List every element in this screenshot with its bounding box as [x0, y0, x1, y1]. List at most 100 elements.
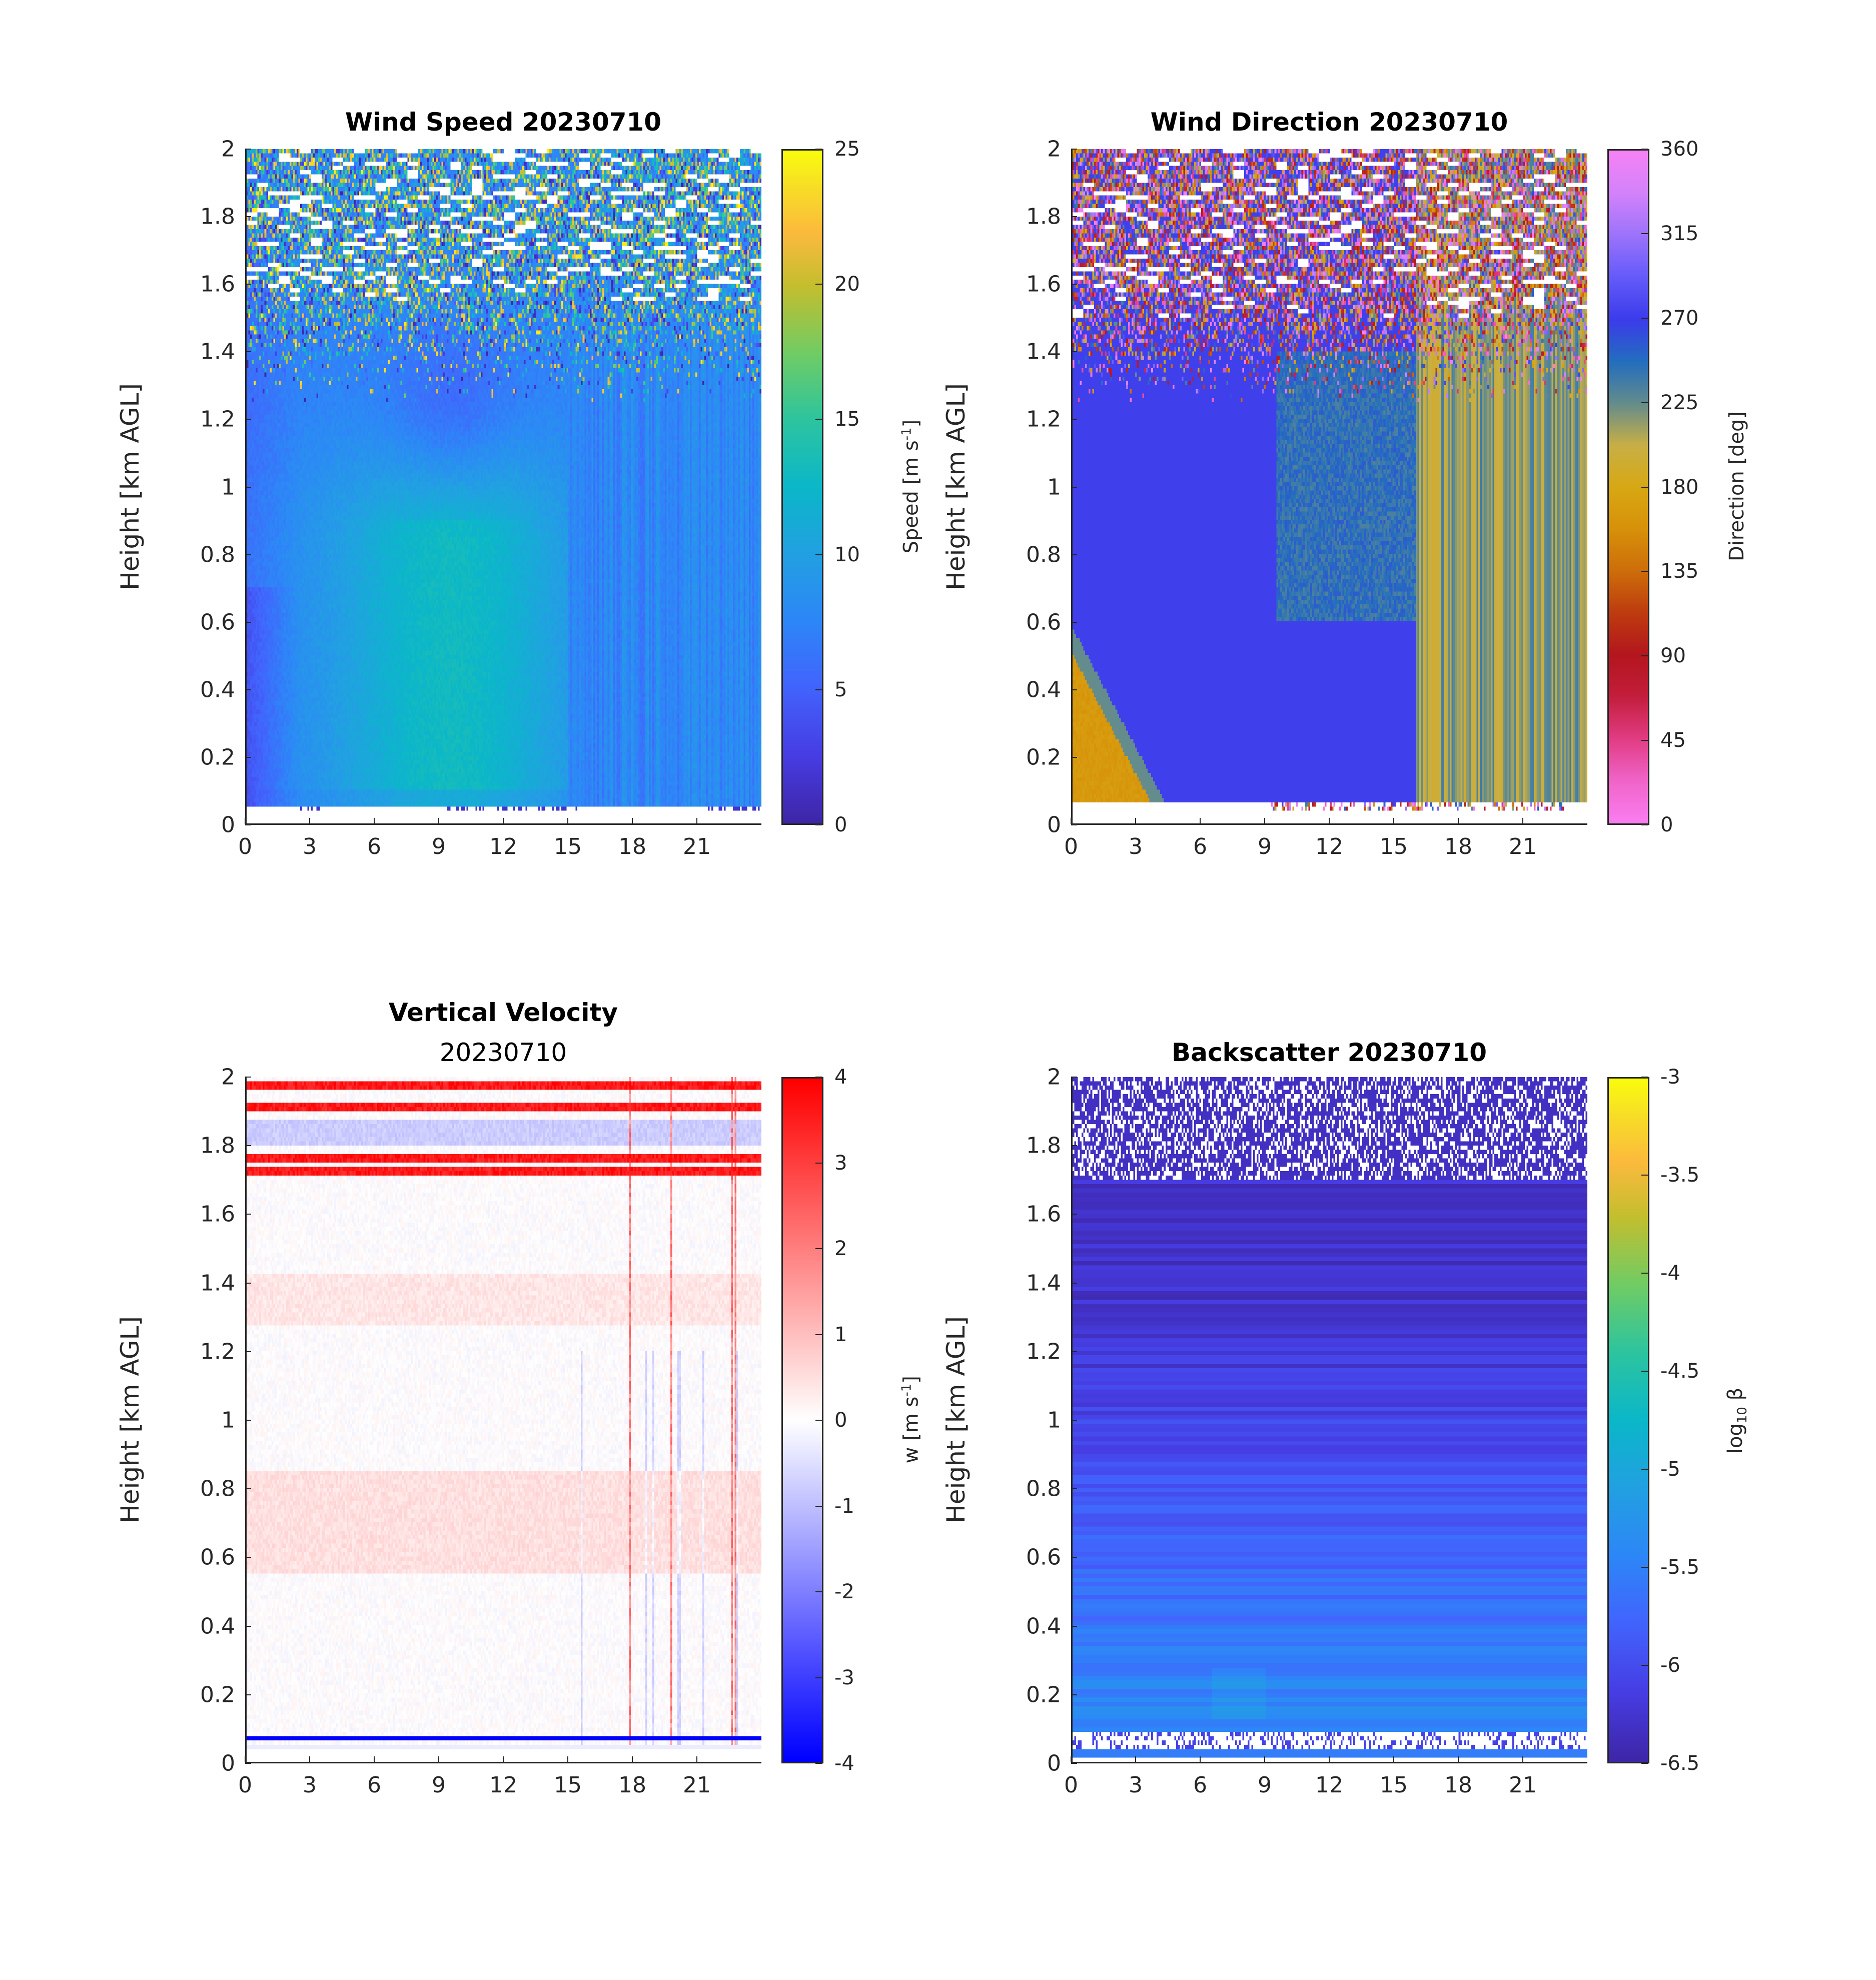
x-tick-label: 12	[1315, 1772, 1343, 1798]
colorbar-tick-mark	[1641, 740, 1648, 741]
x-tick-label: 12	[489, 1772, 517, 1798]
y-tick-label: 2	[1047, 136, 1061, 162]
y-tick-label: 0.4	[1026, 677, 1061, 703]
colorbar-tick-label: 10	[834, 543, 860, 566]
x-tick-label: 15	[1380, 834, 1408, 859]
y-tick-label: 1.8	[200, 204, 235, 230]
y-tick-mark	[1071, 1557, 1077, 1558]
colorbar-tick-label: 45	[1660, 729, 1686, 752]
colorbar-tick-label: 360	[1660, 138, 1699, 161]
colorbar-tick-label: -6	[1660, 1654, 1680, 1677]
colorbar-tick-mark	[1641, 1371, 1648, 1372]
x-tick-label: 21	[683, 834, 711, 859]
colorbar-label: w [m s-1]	[899, 1295, 922, 1545]
heatmap-vertical-velocity	[247, 1077, 761, 1762]
y-tick-mark	[1071, 689, 1077, 690]
plot-area	[245, 1077, 761, 1763]
colorbar-tick-label: 15	[834, 408, 860, 431]
plot-area	[245, 149, 761, 825]
x-tick-label: 15	[1380, 1772, 1408, 1798]
colorbar-tick-mark	[815, 149, 822, 150]
y-tick-label: 0	[1047, 812, 1061, 838]
y-tick-label: 0.6	[200, 609, 235, 635]
x-tick-mark	[632, 1756, 633, 1762]
y-tick-mark	[245, 351, 251, 353]
x-tick-label: 9	[1258, 1772, 1272, 1798]
y-tick-label: 0.8	[1026, 1476, 1061, 1502]
y-tick-mark	[1071, 824, 1077, 825]
y-tick-label: 2	[221, 1064, 235, 1090]
y-tick-mark	[1071, 216, 1077, 218]
x-tick-mark	[1522, 818, 1523, 824]
colorbar-tick-mark	[1641, 1175, 1648, 1176]
colorbar-tick-label: -4	[834, 1752, 854, 1775]
colorbar-tick-mark	[1641, 233, 1648, 234]
colorbar-tick-mark	[1641, 1763, 1648, 1764]
colorbar-tick-label: 3	[834, 1151, 847, 1175]
x-tick-label: 6	[1193, 834, 1207, 859]
y-tick-mark	[1071, 1351, 1077, 1352]
y-tick-mark	[245, 756, 251, 758]
y-tick-mark	[245, 1625, 251, 1627]
y-tick-mark	[245, 216, 251, 218]
colorbar-label-main: Speed [m s	[899, 440, 923, 554]
colorbar-tick-mark	[1641, 1077, 1648, 1078]
colorbar-gradient	[783, 151, 822, 823]
colorbar-tick-mark	[815, 689, 822, 690]
chart-title: Wind Direction 20230710	[1150, 108, 1508, 137]
y-tick-label: 1	[221, 1407, 235, 1433]
colorbar-tick-mark	[1641, 317, 1648, 319]
x-tick-label: 0	[238, 834, 252, 859]
colorbar-tick-mark	[1641, 824, 1648, 825]
x-tick-mark	[1135, 1756, 1136, 1762]
y-tick-mark	[1071, 1282, 1077, 1284]
colorbar-tick-mark	[1641, 486, 1648, 488]
y-tick-label: 1.4	[1026, 1270, 1061, 1296]
x-tick-label: 6	[367, 834, 381, 859]
y-axis-label: Height [km AGL]	[942, 383, 971, 590]
x-tick-mark	[309, 818, 310, 824]
y-tick-label: 1.2	[200, 406, 235, 432]
y-tick-label: 0.6	[1026, 609, 1061, 635]
heatmap-wind-speed	[247, 149, 761, 823]
y-tick-label: 1	[221, 474, 235, 500]
colorbar-label-main: w [m s	[899, 1396, 923, 1464]
y-tick-mark	[245, 1763, 251, 1764]
x-tick-label: 0	[1064, 1772, 1078, 1798]
x-tick-mark	[567, 1756, 568, 1762]
colorbar-label-sub: 10	[1735, 1407, 1750, 1424]
y-tick-mark	[1071, 486, 1077, 488]
colorbar-tick-label: 270	[1660, 306, 1699, 330]
y-tick-mark	[1071, 554, 1077, 555]
y-tick-label: 1.4	[1026, 339, 1061, 365]
colorbar-tick-label: 90	[1660, 644, 1686, 668]
heatmap-wind-direction	[1073, 149, 1587, 823]
colorbar-label-main: Direction [deg]	[1725, 411, 1748, 561]
colorbar-tick-mark	[815, 1248, 822, 1249]
x-tick-mark	[1200, 818, 1201, 824]
y-tick-label: 0.4	[1026, 1613, 1061, 1639]
colorbar-tick-label: 1	[834, 1323, 847, 1346]
plot-area	[1071, 149, 1587, 825]
colorbar-tick-mark	[815, 419, 822, 420]
colorbar	[781, 149, 823, 825]
colorbar-tick-label: 2	[834, 1237, 847, 1260]
x-tick-mark	[503, 1756, 504, 1762]
y-tick-mark	[245, 554, 251, 555]
colorbar-label-sup: -1	[899, 1383, 914, 1397]
x-tick-label: 12	[489, 834, 517, 859]
x-tick-mark	[503, 818, 504, 824]
colorbar-label-sup: -1	[899, 427, 914, 440]
y-tick-label: 1.2	[200, 1339, 235, 1365]
x-tick-label: 15	[554, 834, 582, 859]
x-tick-mark	[1393, 1756, 1394, 1762]
y-tick-label: 0.2	[1026, 1682, 1061, 1708]
y-tick-label: 0.8	[1026, 542, 1061, 568]
colorbar-tick-label: 0	[1660, 813, 1673, 836]
colorbar-tick-label: -5	[1660, 1458, 1680, 1481]
x-tick-mark	[438, 1756, 439, 1762]
y-tick-mark	[1071, 1420, 1077, 1421]
x-tick-label: 18	[618, 1772, 646, 1798]
colorbar-tick-mark	[815, 824, 822, 825]
y-tick-mark	[1071, 1694, 1077, 1695]
